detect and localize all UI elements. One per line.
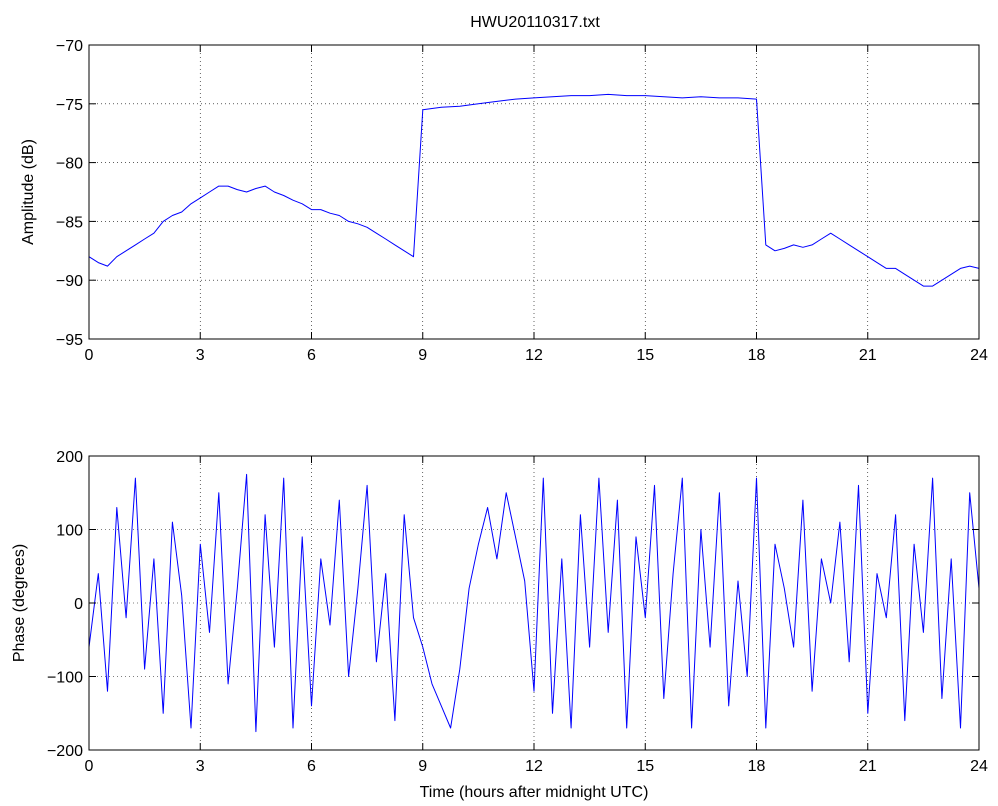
amplitude-x-tick-label: 9 — [418, 347, 427, 364]
amplitude-y-tick-label: −95 — [56, 332, 83, 349]
amplitude-x-tick-label: 24 — [970, 347, 988, 364]
amplitude-series — [88, 93, 980, 287]
amplitude-y-tick-labels: −95 −90 −85 −80 −75 −70 — [56, 38, 83, 349]
phase-x-tick-label: 12 — [525, 758, 543, 775]
amplitude-panel: 0 3 6 9 12 15 18 21 24 −95 −90 −85 −80 −75 −70 Amplit… — [20, 38, 988, 364]
phase-x-tick-label: 24 — [970, 758, 988, 775]
phase-grid — [89, 456, 979, 750]
amplitude-x-tick-label: 6 — [307, 347, 316, 364]
phase-x-tick-label: 6 — [307, 758, 316, 775]
amplitude-x-tick-label: 3 — [196, 347, 205, 364]
amplitude-y-tick-label: −80 — [56, 156, 83, 173]
amplitude-x-tick-label: 0 — [85, 347, 94, 364]
amplitude-y-tick-label: −70 — [56, 38, 83, 55]
phase-x-tick-label: 21 — [859, 758, 877, 775]
phase-x-tick-label: 9 — [418, 758, 427, 775]
phase-x-tick-label: 3 — [196, 758, 205, 775]
amplitude-grid — [89, 45, 979, 339]
phase-y-axis-label: Phase (degrees) — [11, 544, 28, 662]
phase-panel: 0 3 6 9 12 15 18 21 24 −200 −100 0 100 200 Phase (de… — [11, 449, 988, 801]
amplitude-x-tick-labels: 0 3 6 9 12 15 18 21 24 — [85, 347, 988, 364]
amplitude-x-tick-label: 18 — [748, 347, 766, 364]
phase-y-tick-label: 100 — [56, 523, 83, 540]
phase-x-tick-label: 18 — [748, 758, 766, 775]
phase-ticks — [88, 455, 980, 751]
amplitude-x-tick-label: 12 — [525, 347, 543, 364]
amplitude-y-tick-label: −85 — [56, 214, 83, 231]
amplitude-series-line — [88, 93, 980, 287]
phase-x-tick-label: 15 — [636, 758, 654, 775]
phase-x-tick-label: 0 — [85, 758, 94, 775]
amplitude-y-tick-label: −90 — [56, 273, 83, 290]
phase-y-tick-label: 0 — [74, 596, 83, 613]
amplitude-x-tick-label: 21 — [859, 347, 877, 364]
phase-x-tick-labels: 0 3 6 9 12 15 18 21 24 — [85, 758, 988, 775]
phase-series — [88, 473, 980, 733]
amplitude-y-tick-label: −75 — [56, 97, 83, 114]
phase-y-tick-labels: −200 −100 0 100 200 — [47, 449, 83, 760]
amplitude-ticks — [88, 44, 980, 340]
phase-y-tick-label: −200 — [47, 743, 83, 760]
amplitude-x-tick-label: 15 — [636, 347, 654, 364]
phase-x-axis-label: Time (hours after midnight UTC) — [420, 784, 649, 801]
phase-y-tick-label: −100 — [47, 670, 83, 687]
amplitude-y-axis-label: Amplitude (dB) — [20, 139, 37, 245]
figure-title: HWU20110317.txt — [470, 14, 600, 31]
phase-series-line — [88, 473, 980, 733]
phase-y-tick-label: 200 — [56, 449, 83, 466]
